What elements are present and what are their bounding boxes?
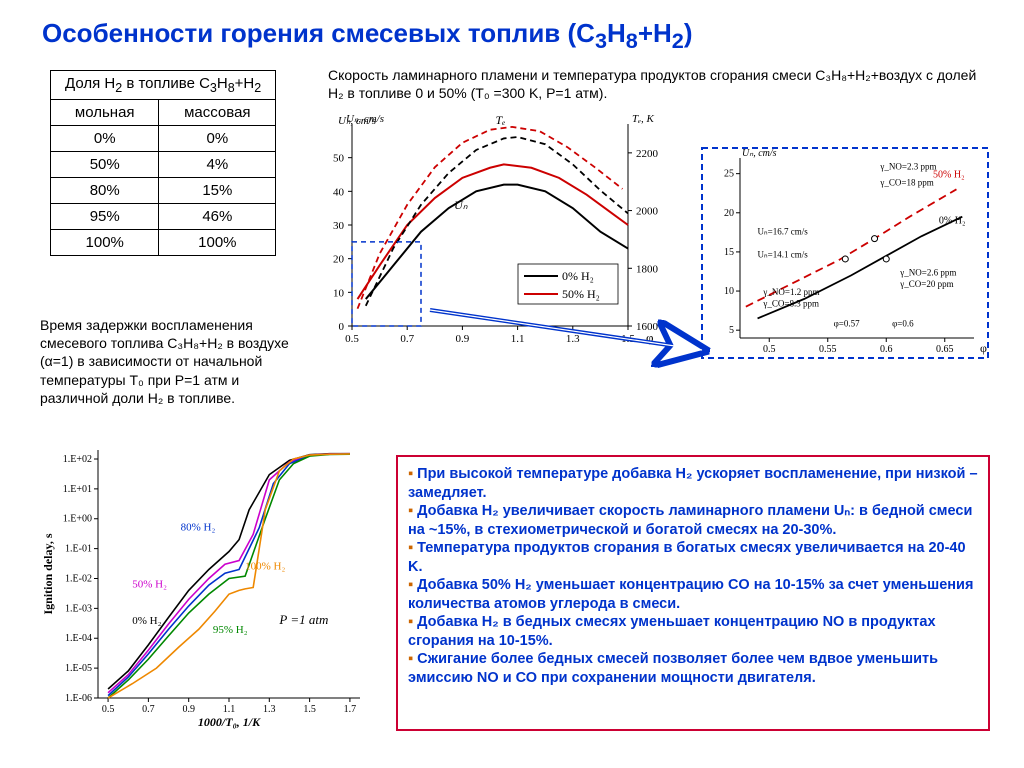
table-cell: 100% [51,230,159,256]
svg-text:γ_CO=20 ppm: γ_CO=20 ppm [899,279,953,289]
page-title: Особенности горения смесевых топлив (C3H… [42,18,693,54]
svg-text:0.9: 0.9 [182,704,195,715]
table-cell: 100% [159,230,276,256]
svg-text:1.E-06: 1.E-06 [65,693,92,704]
svg-text:1000/T₀, 1/K: 1000/T₀, 1/K [198,715,261,729]
svg-text:1.E+01: 1.E+01 [63,484,92,495]
svg-text:φ: φ [646,330,654,345]
table-cell: 95% [51,204,159,230]
svg-text:95% H₂: 95% H₂ [213,624,248,636]
svg-text:0.5: 0.5 [763,344,776,355]
svg-text:1.E+00: 1.E+00 [63,514,92,525]
table-cell: 46% [159,204,276,230]
svg-text:P =1 atm: P =1 atm [278,612,328,627]
main-chart: 0.50.70.91.11.31.50102030405016001800200… [310,112,670,350]
svg-text:50% H₂: 50% H₂ [132,578,167,590]
svg-text:15: 15 [724,247,734,258]
svg-text:1.5: 1.5 [303,704,316,715]
svg-text:0.55: 0.55 [819,344,837,355]
svg-text:Uₙ=14.1 cm/s: Uₙ=14.1 cm/s [758,249,809,259]
table-cell: 0% [51,126,159,152]
svg-text:0.65: 0.65 [936,344,954,355]
svg-text:0.5: 0.5 [345,333,359,345]
table-cell: 4% [159,152,276,178]
bullet-item: ▪Добавка H₂ увеличивает скорость ламинар… [408,502,978,539]
bullet-item: ▪Температура продуктов сгорания в богаты… [408,539,978,576]
ignition-caption: Время задержки воспламенения смесевого т… [40,316,294,407]
svg-text:1.3: 1.3 [566,333,580,345]
svg-text:50% H₂: 50% H₂ [562,287,600,301]
svg-text:γ_NO=1.2 ppm: γ_NO=1.2 ppm [762,287,819,297]
bullet-item: ▪При высокой температуре добавка H₂ уско… [408,465,978,502]
svg-text:1.E-05: 1.E-05 [65,663,92,674]
svg-text:Tₑ: Tₑ [496,113,506,127]
svg-text:40: 40 [333,186,345,198]
svg-text:5: 5 [729,325,734,336]
main-chart-caption: Скорость ламинарного пламени и температу… [328,66,988,102]
svg-text:20: 20 [724,208,734,219]
svg-text:0% H₂: 0% H₂ [132,615,161,627]
svg-text:10: 10 [333,287,345,299]
svg-text:1.7: 1.7 [344,704,357,715]
conclusions-box: ▪При высокой температуре добавка H₂ уско… [396,455,990,731]
bullet-item: ▪Добавка H₂ в бедных смесях уменьшает ко… [408,613,978,650]
svg-text:1.E-04: 1.E-04 [65,633,92,644]
svg-text:φ: φ [980,341,987,355]
svg-text:γ_NO=2.3 ppm: γ_NO=2.3 ppm [879,162,936,172]
svg-text:10: 10 [724,286,734,297]
svg-text:0.9: 0.9 [456,333,470,345]
ignition-chart: 0.5 0.7 0.9 1.1 1.3 1.5 1.7 1.E-06 1.E-05 1.E-04 1… [36,440,376,732]
svg-text:100% H₂: 100% H₂ [245,561,285,573]
svg-text:0.7: 0.7 [400,333,414,345]
svg-text:0: 0 [339,321,345,333]
svg-text:0% H₂: 0% H₂ [939,216,966,227]
svg-text:50: 50 [333,153,345,165]
svg-text:φ=0.6: φ=0.6 [892,318,914,328]
svg-text:30: 30 [333,220,345,232]
svg-text:1.E+02: 1.E+02 [63,454,92,465]
svg-text:1.1: 1.1 [511,333,525,345]
svg-text:Uₙ, cm/s: Uₙ, cm/s [742,148,777,159]
svg-text:50% H₂: 50% H₂ [933,170,965,181]
svg-text:0.5: 0.5 [102,704,115,715]
svg-text:1.5: 1.5 [621,333,635,345]
bullet-item: ▪Добавка 50% H₂ уменьшает концентрацию C… [408,576,978,613]
svg-text:25: 25 [724,169,734,180]
svg-text:20: 20 [333,254,345,266]
svg-text:Tₑ, K: Tₑ, K [632,113,655,125]
fraction-table: Доля H2 в топливе C3H8+H2 мольная массов… [50,70,276,256]
svg-text:Uₙ=16.7 cm/s: Uₙ=16.7 cm/s [758,227,809,237]
svg-text:1.E-02: 1.E-02 [65,573,92,584]
svg-text:γ_CO=18 ppm: γ_CO=18 ppm [879,177,933,187]
svg-text:0% H₂: 0% H₂ [562,269,594,283]
table-header: Доля H2 в топливе C3H8+H2 [51,71,276,100]
svg-text:80% H₂: 80% H₂ [181,522,216,534]
table-cell: 80% [51,178,159,204]
zoom-chart: 0.5 0.55 0.6 0.65 5 10 15 20 25 Uₙ, cm/s φ γ_NO=2.3… [700,146,990,360]
svg-text:Ignition delay, s: Ignition delay, s [41,533,55,614]
table-cell: 15% [159,178,276,204]
svg-text:γ_CO=8.3 ppm: γ_CO=8.3 ppm [762,299,819,309]
col-molar: мольная [51,100,159,126]
svg-text:Uₙ: Uₙ [454,198,468,212]
svg-text:Uₙ, cm/s: Uₙ, cm/s [346,113,384,125]
col-mass: массовая [159,100,276,126]
svg-text:1.1: 1.1 [223,704,236,715]
svg-text:1.E-03: 1.E-03 [65,603,92,614]
svg-text:1.E-01: 1.E-01 [65,544,92,555]
svg-text:1.3: 1.3 [263,704,276,715]
table-cell: 0% [159,126,276,152]
svg-text:γ_NO=2.6 ppm: γ_NO=2.6 ppm [899,267,956,277]
svg-text:2000: 2000 [636,206,659,218]
svg-text:1800: 1800 [636,263,659,275]
svg-text:0.7: 0.7 [142,704,155,715]
svg-text:0.6: 0.6 [880,344,893,355]
svg-text:2200: 2200 [636,148,659,160]
bullet-item: ▪Сжигание более бедных смесей позволяет … [408,650,978,687]
table-cell: 50% [51,152,159,178]
svg-text:φ=0.57: φ=0.57 [834,318,861,328]
